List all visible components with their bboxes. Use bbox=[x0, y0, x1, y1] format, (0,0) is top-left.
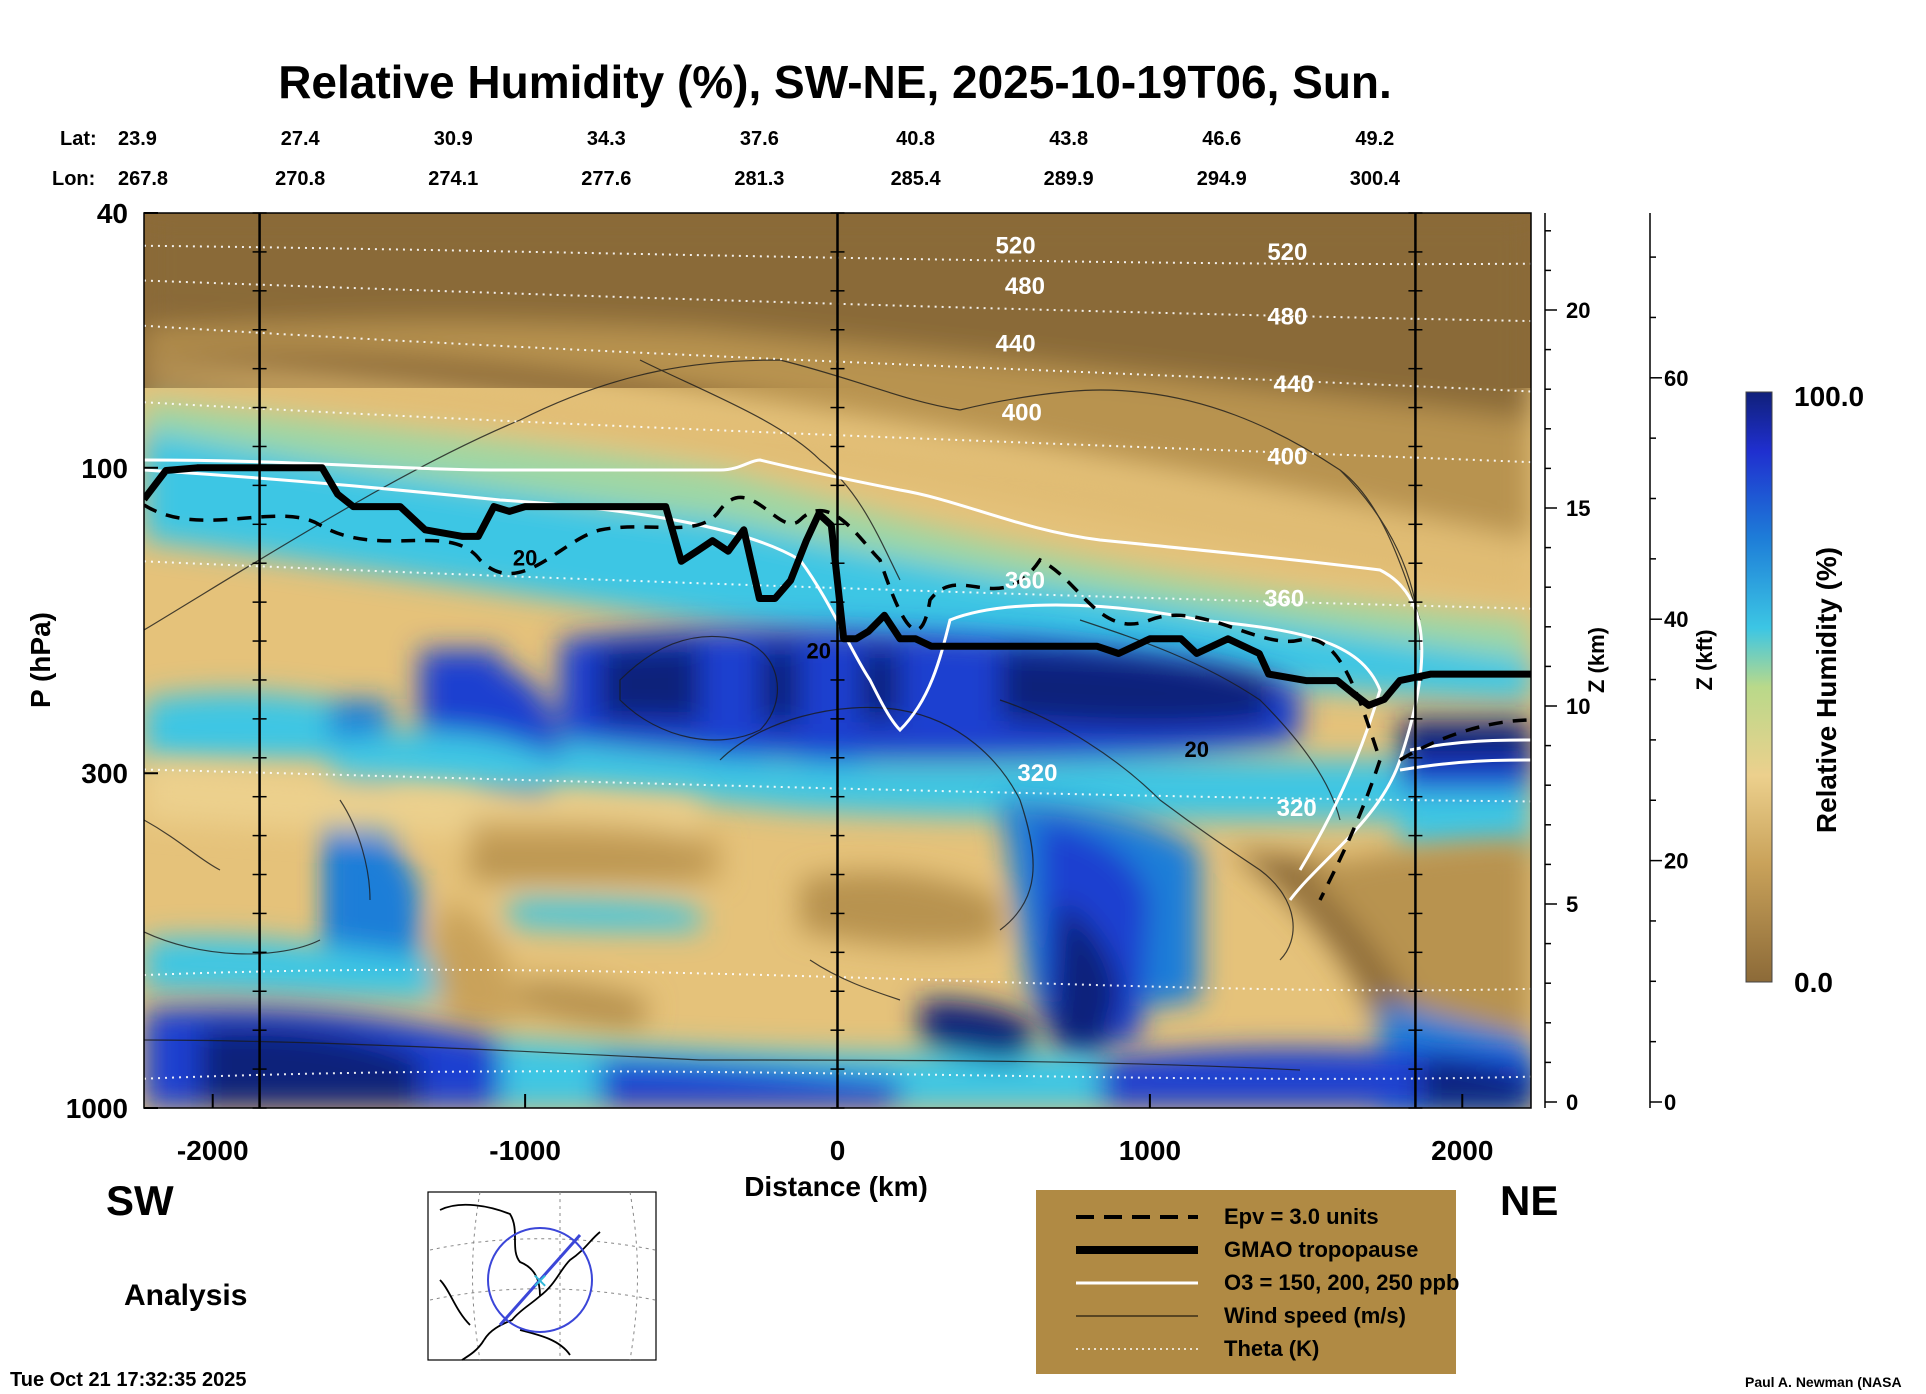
z-kft-tick-label: 0 bbox=[1664, 1090, 1676, 1115]
timestamp: Tue Oct 21 17:32:35 2025 bbox=[10, 1369, 246, 1391]
legend: Epv = 3.0 units GMAO tropopause O3 = 150, … bbox=[1036, 1190, 1459, 1374]
lat-label: Lat: bbox=[60, 128, 97, 150]
z-km-tick-label: 20 bbox=[1566, 298, 1590, 323]
lat-value: 37.6 bbox=[740, 128, 779, 150]
p-tick-label: 300 bbox=[81, 758, 128, 789]
lon-label: Lon: bbox=[52, 168, 95, 190]
p-tick-label: 40 bbox=[97, 198, 128, 229]
colorbar-max: 100.0 bbox=[1794, 381, 1864, 412]
p-tick-label: 1000 bbox=[66, 1093, 128, 1124]
wind-speed-label: 20 bbox=[807, 639, 831, 664]
y-axis-label: P (hPa) bbox=[25, 612, 56, 708]
wind-speed-label: 20 bbox=[513, 545, 537, 570]
theta-label: 440 bbox=[1274, 371, 1314, 398]
lon-value: 277.6 bbox=[581, 168, 631, 190]
x-tick-label: -1000 bbox=[489, 1135, 561, 1166]
analysis-label: Analysis bbox=[124, 1279, 247, 1312]
z-km-tick-label: 0 bbox=[1566, 1090, 1578, 1115]
z-km-tick-label: 5 bbox=[1566, 892, 1578, 917]
x-axis: -2000 -1000 0 1000 2000 bbox=[177, 1094, 1493, 1166]
legend-label: Epv = 3.0 units bbox=[1224, 1204, 1379, 1229]
latlon-header: Lat: Lon: 23.9 267.8 27.4 270.8 30.9 274.1 34.… bbox=[52, 128, 1401, 190]
chart-title: Relative Humidity (%), SW-NE, 2025-10-19… bbox=[278, 56, 1392, 108]
lon-value: 300.4 bbox=[1350, 168, 1401, 190]
lat-value: 34.3 bbox=[587, 128, 626, 150]
wind-speed-label: 20 bbox=[1185, 737, 1209, 762]
legend-label: Theta (K) bbox=[1224, 1336, 1319, 1361]
lon-value: 270.8 bbox=[275, 168, 325, 190]
x-tick-label: 2000 bbox=[1431, 1135, 1493, 1166]
z-km-tick-label: 15 bbox=[1566, 496, 1590, 521]
theta-label: 400 bbox=[1267, 443, 1307, 470]
x-tick-label: -2000 bbox=[177, 1135, 249, 1166]
inset-map: ✕ bbox=[427, 1191, 657, 1361]
ne-label: NE bbox=[1500, 1177, 1558, 1224]
theta-label: 480 bbox=[1005, 273, 1045, 300]
theta-label: 520 bbox=[996, 233, 1036, 260]
z-kft-tick-label: 60 bbox=[1664, 366, 1688, 391]
p-tick-label: 100 bbox=[81, 453, 128, 484]
x-tick-label: 0 bbox=[830, 1135, 846, 1166]
theta-label: 320 bbox=[1277, 795, 1317, 822]
z-kft-label: Z (kft) bbox=[1692, 629, 1717, 690]
z-kft-axis: 0 20 40 60 bbox=[1649, 213, 1688, 1115]
lat-value: 30.9 bbox=[434, 128, 473, 150]
legend-label: Wind speed (m/s) bbox=[1224, 1303, 1406, 1328]
z-kft-tick-label: 20 bbox=[1664, 849, 1688, 874]
lon-value: 267.8 bbox=[118, 168, 168, 190]
theta-label: 520 bbox=[1267, 239, 1307, 266]
legend-label: O3 = 150, 200, 250 ppb bbox=[1224, 1270, 1459, 1295]
colorbar-gradient bbox=[1745, 391, 1773, 983]
theta-label: 360 bbox=[1264, 585, 1304, 612]
lon-value: 281.3 bbox=[734, 168, 784, 190]
lat-value: 40.8 bbox=[896, 128, 935, 150]
lat-value: 23.9 bbox=[118, 128, 157, 150]
theta-label: 440 bbox=[996, 331, 1036, 358]
lat-value: 49.2 bbox=[1355, 128, 1394, 150]
colorbar-min: 0.0 bbox=[1794, 967, 1833, 998]
credit: Paul A. Newman (NASA bbox=[1745, 1374, 1902, 1390]
vertical-lines bbox=[252, 212, 1423, 1109]
z-kft-tick-label: 40 bbox=[1664, 607, 1688, 632]
transect-line bbox=[498, 1234, 582, 1326]
z-km-axis: 0 5 10 15 20 bbox=[1544, 213, 1590, 1115]
theta-label: 360 bbox=[1005, 568, 1045, 595]
colorbar-label: Relative Humidity (%) bbox=[1811, 547, 1842, 833]
lat-value: 27.4 bbox=[281, 128, 321, 150]
theta-label: 400 bbox=[1002, 400, 1042, 427]
center-marker-icon: ✕ bbox=[532, 1271, 549, 1293]
theta-label: 480 bbox=[1267, 303, 1307, 330]
z-km-label: Z (km) bbox=[1584, 627, 1609, 693]
x-tick-label: 1000 bbox=[1119, 1135, 1181, 1166]
x-axis-label: Distance (km) bbox=[744, 1171, 928, 1202]
lon-value: 285.4 bbox=[891, 168, 942, 190]
z-km-tick-label: 10 bbox=[1566, 694, 1590, 719]
legend-label: GMAO tropopause bbox=[1224, 1237, 1418, 1262]
lat-value: 46.6 bbox=[1202, 128, 1241, 150]
wind-labels: 20 20 20 bbox=[513, 545, 1209, 762]
sw-label: SW bbox=[106, 1177, 174, 1224]
pressure-axis: 40 100 300 1000 bbox=[66, 198, 158, 1124]
colorbar: 100.0 0.0 Relative Humidity (%) bbox=[1745, 381, 1864, 998]
theta-label: 320 bbox=[1017, 760, 1057, 787]
lon-value: 294.9 bbox=[1197, 168, 1247, 190]
lon-value: 274.1 bbox=[428, 168, 478, 190]
lon-value: 289.9 bbox=[1044, 168, 1094, 190]
lat-value: 43.8 bbox=[1049, 128, 1088, 150]
